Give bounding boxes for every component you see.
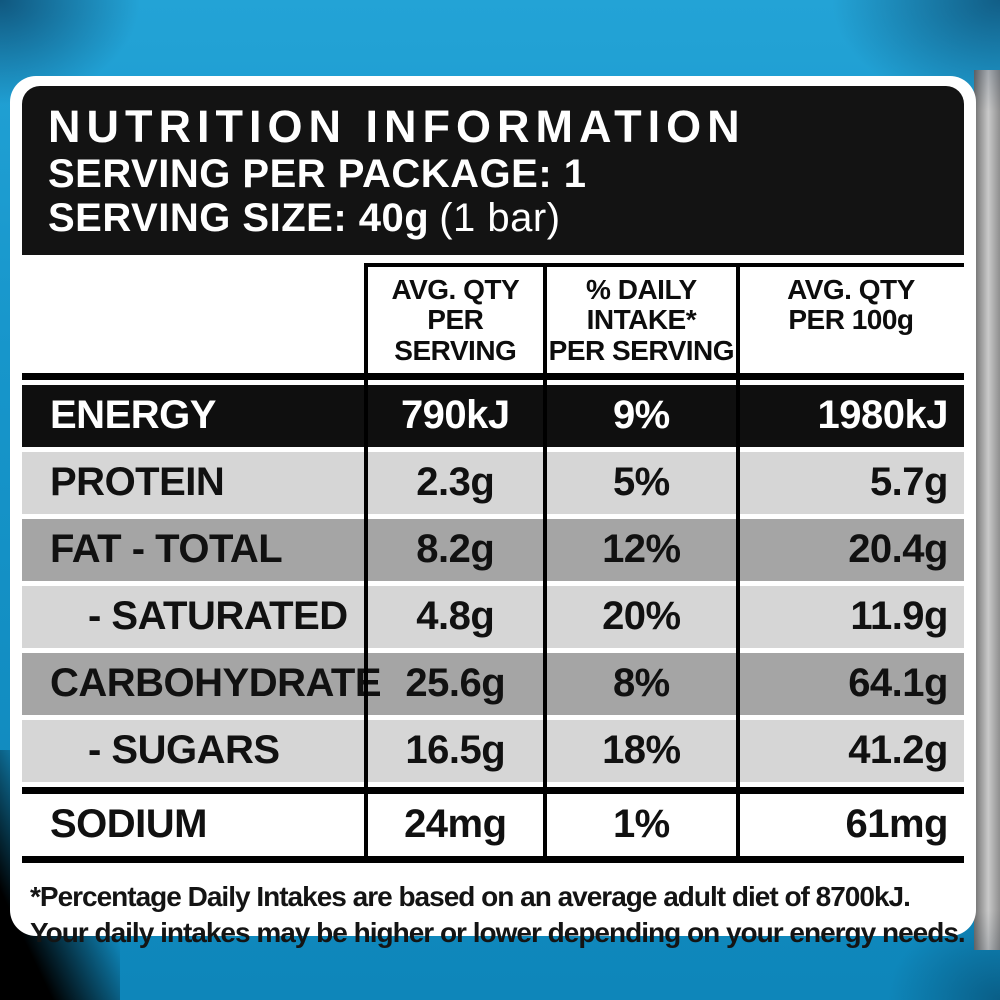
nutrient-name: SODIUM <box>50 802 207 847</box>
nutrient-name: CARBOHYDRATE <box>50 661 382 706</box>
table-row-saturated: - SATURATED 4.8g 20% 11.9g <box>22 585 964 648</box>
label-header: NUTRITION INFORMATION SERVING PER PACKAG… <box>22 86 964 256</box>
table-header-row: AVG. QTY PER SERVING % DAILY INTAKE* PER… <box>22 263 964 380</box>
value-per-100g: 1980kJ <box>817 393 949 438</box>
value-per-serving: 24mg <box>404 802 507 847</box>
column-header-line: % DAILY INTAKE* <box>586 274 697 336</box>
value-per-serving: 8.2g <box>416 527 495 572</box>
value-per-serving: 25.6g <box>405 661 506 706</box>
value-daily-intake: 5% <box>612 460 670 505</box>
value-daily-intake: 9% <box>612 393 670 438</box>
value-per-100g: 11.9g <box>850 594 948 639</box>
value-per-serving: 16.5g <box>405 728 506 773</box>
column-header-blank <box>22 263 366 373</box>
value-per-100g: 5.7g <box>869 460 949 505</box>
serving-per-package: SERVING PER PACKAGE: 1 <box>48 151 587 196</box>
table-row-fat-total: FAT - TOTAL 8.2g 12% 20.4g <box>22 518 964 581</box>
nutrient-name: PROTEIN <box>50 460 225 505</box>
column-header-avg-qty-per-100g: AVG. QTY PER 100g <box>737 263 964 373</box>
column-header-line: PER SERVING <box>548 334 735 366</box>
package-edge <box>974 70 1000 950</box>
value-daily-intake: 18% <box>602 728 681 773</box>
value-per-serving: 2.3g <box>416 460 495 505</box>
serving-size-note: (1 bar) <box>439 196 561 241</box>
footnote-line: Your daily intakes may be higher or lowe… <box>30 916 966 948</box>
column-header-line: PER 100g <box>788 304 914 336</box>
value-per-100g: 64.1g <box>848 661 948 706</box>
nutrition-title: NUTRITION INFORMATION <box>48 101 746 152</box>
table-row-sugars: - SUGARS 16.5g 18% 41.2g <box>22 719 964 782</box>
column-divider <box>735 263 740 863</box>
value-daily-intake: 8% <box>612 661 670 706</box>
table-row-carbohydrate: CARBOHYDRATE 25.6g 8% 64.1g <box>22 652 964 715</box>
table-row-protein: PROTEIN 2.3g 5% 5.7g <box>22 451 964 514</box>
column-divider <box>363 263 368 863</box>
footnote-line: *Percentage Daily Intakes are based on a… <box>30 880 911 912</box>
nutrient-name: ENERGY <box>50 393 216 438</box>
column-header-line: PER SERVING <box>394 304 517 366</box>
value-daily-intake: 20% <box>602 594 681 639</box>
value-per-100g: 20.4g <box>848 527 948 572</box>
value-per-100g: 41.2g <box>848 728 948 773</box>
value-daily-intake: 1% <box>612 802 670 847</box>
table-row-sodium: SODIUM 24mg 1% 61mg <box>22 786 964 863</box>
serving-size-value: SERVING SIZE: 40g <box>48 196 430 241</box>
table-row-energy: ENERGY 790kJ 9% 1980kJ <box>22 384 964 447</box>
column-header-avg-qty-per-serving: AVG. QTY PER SERVING <box>365 263 545 373</box>
column-header-daily-intake: % DAILY INTAKE* PER SERVING <box>544 263 738 373</box>
value-per-100g: 61mg <box>845 802 948 847</box>
column-header-line: AVG. QTY <box>391 274 520 306</box>
daily-intake-footnote: *Percentage Daily Intakes are based on a… <box>22 863 966 951</box>
nutrition-label: NUTRITION INFORMATION SERVING PER PACKAG… <box>10 76 976 948</box>
column-header-line: AVG. QTY <box>787 274 915 306</box>
nutrition-table: AVG. QTY PER SERVING % DAILY INTAKE* PER… <box>22 263 964 863</box>
serving-size: SERVING SIZE: 40g (1 bar) <box>48 196 938 241</box>
nutrient-name: - SUGARS <box>88 728 280 773</box>
value-daily-intake: 12% <box>602 527 681 572</box>
value-per-serving: 790kJ <box>400 393 510 438</box>
value-per-serving: 4.8g <box>416 594 495 639</box>
nutrient-name: FAT - TOTAL <box>50 527 283 572</box>
nutrient-name: - SATURATED <box>88 594 348 639</box>
column-divider <box>542 263 547 863</box>
